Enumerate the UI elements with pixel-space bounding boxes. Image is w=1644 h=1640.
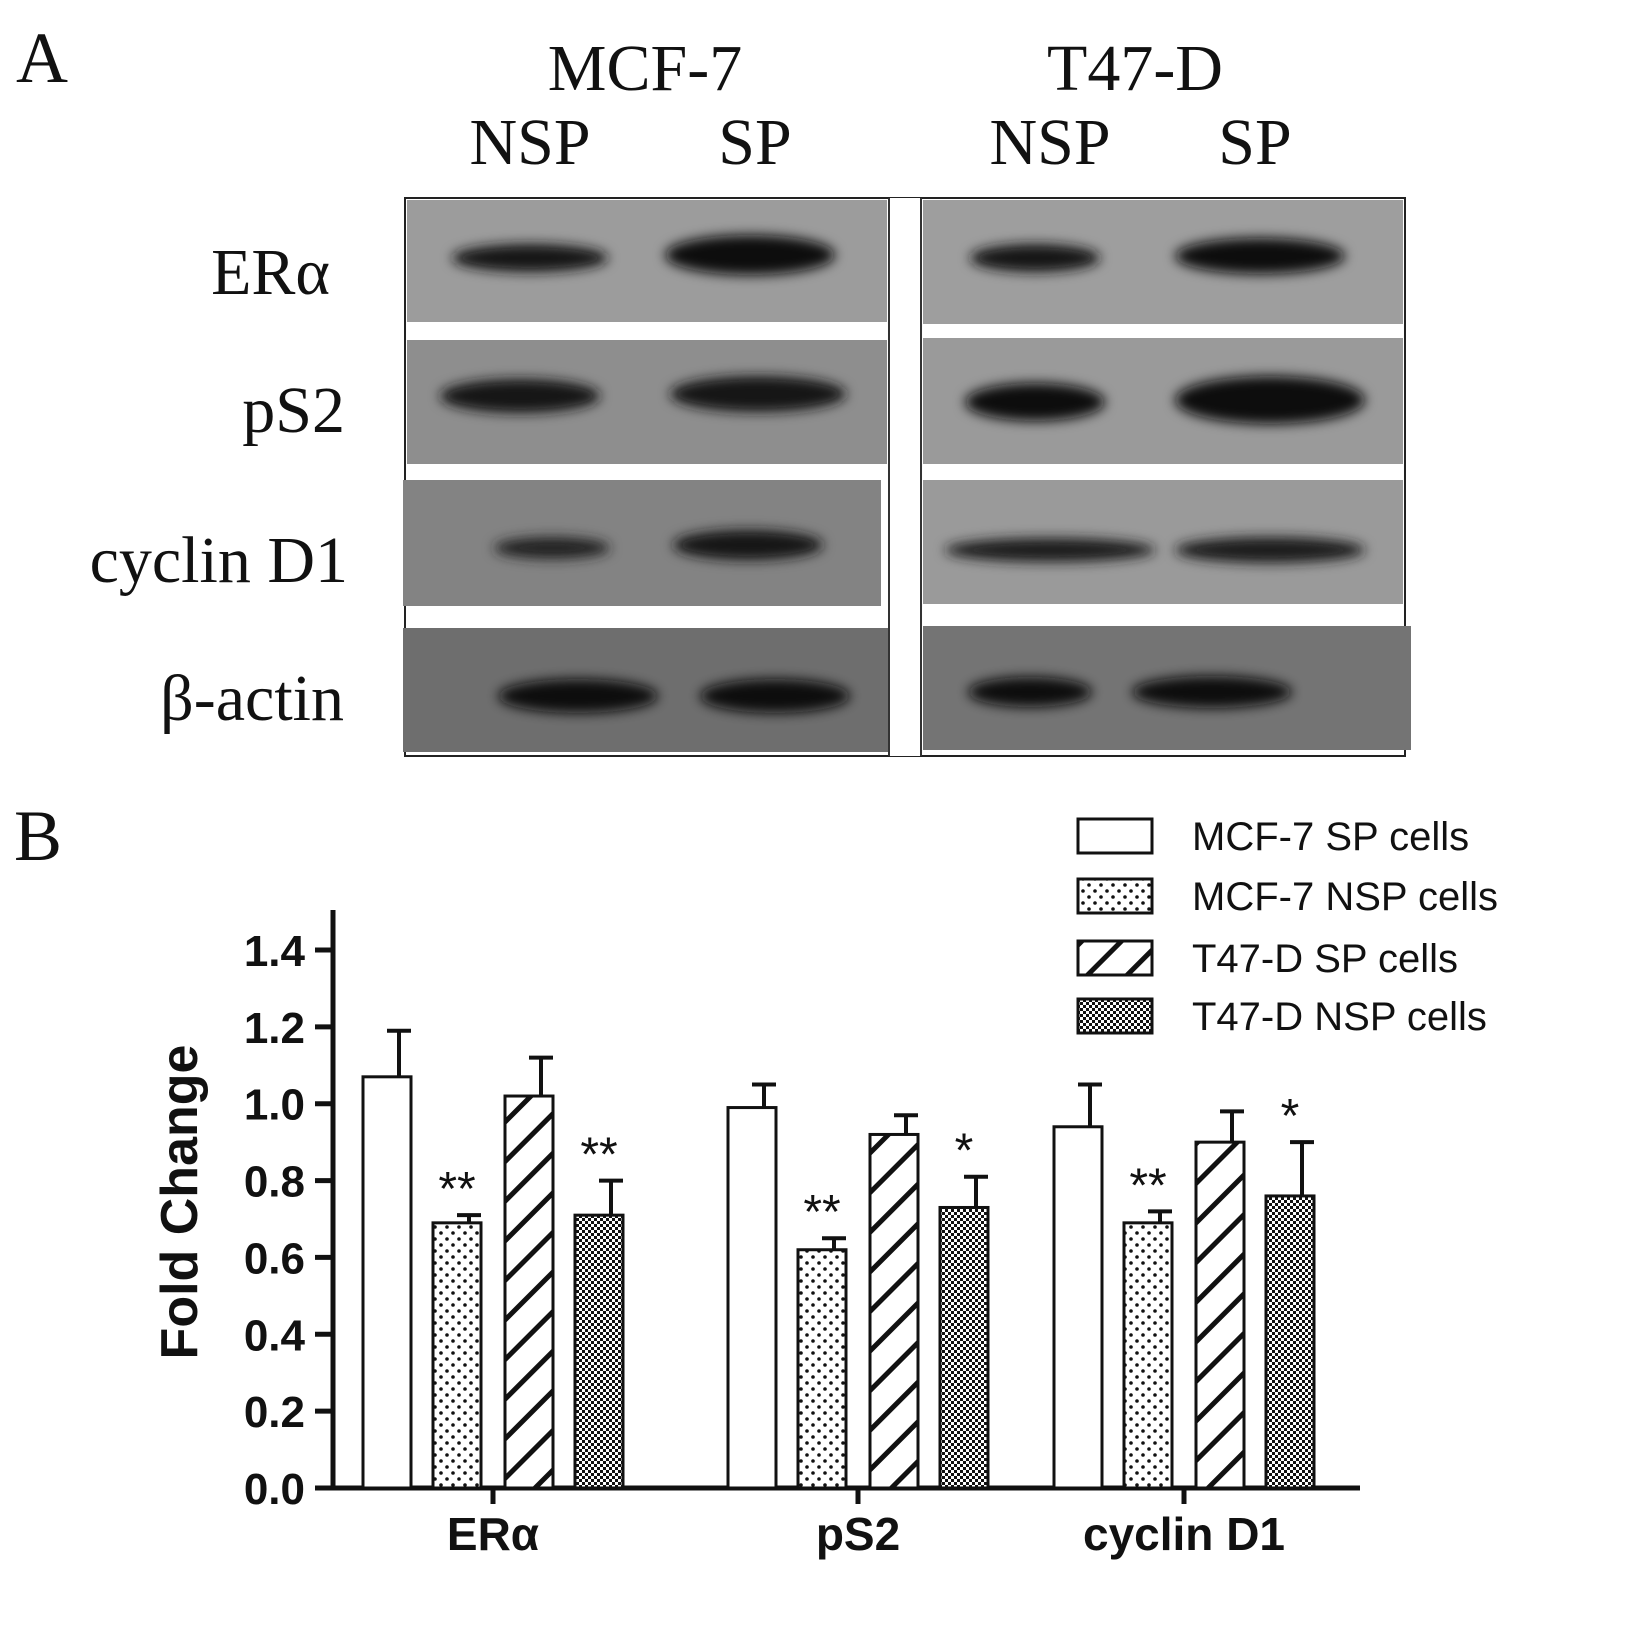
- significance-marker: **: [438, 1163, 475, 1216]
- legend-label: MCF-7 NSP cells: [1192, 875, 1498, 919]
- bar-check: [573, 1213, 625, 1490]
- significance-marker: *: [1281, 1090, 1300, 1143]
- panel-a-letter: A: [16, 18, 68, 98]
- bar-open: [361, 1075, 413, 1490]
- y-tick-label: 0.0: [244, 1465, 305, 1514]
- blot-strip-t47d-era: [923, 200, 1403, 324]
- lane-label-t47d-sp: SP: [1218, 106, 1292, 179]
- lane-label-t47d-nsp: NSP: [989, 106, 1111, 179]
- significance-marker: *: [955, 1125, 974, 1178]
- legend-label: T47-D NSP cells: [1192, 995, 1487, 1039]
- legend-swatch-open: [1076, 817, 1154, 855]
- bar-open: [726, 1106, 778, 1490]
- legend-label: T47-D SP cells: [1192, 937, 1458, 981]
- blot-strip-mcf7-actin: [403, 628, 889, 752]
- cell-line-label-t47d: T47-D: [1047, 32, 1223, 105]
- bar-check: [938, 1205, 990, 1490]
- protein-label-era: ERα: [211, 236, 330, 309]
- y-tick-label: 0.4: [244, 1311, 306, 1360]
- y-tick-label: 1.4: [244, 927, 306, 976]
- y-tick-label: 0.6: [244, 1234, 305, 1283]
- y-tick-label: 0.2: [244, 1388, 305, 1437]
- x-tick-label: ERα: [447, 1508, 539, 1560]
- protein-label-cyclin-d1: cyclin D1: [89, 524, 348, 597]
- bar-dots: [431, 1221, 483, 1490]
- y-tick-label: 0.8: [244, 1158, 305, 1207]
- legend-swatch-check: [1076, 997, 1154, 1035]
- legend-swatch-hatch: [1076, 939, 1154, 977]
- blot-strip-mcf7-cyclin: [403, 480, 881, 606]
- blot-strip-mcf7-era: [407, 200, 887, 322]
- blot-strip-mcf7-ps2: [407, 340, 887, 464]
- lane-label-mcf7-sp: SP: [718, 106, 792, 179]
- lane-label-mcf7-nsp: NSP: [469, 106, 591, 179]
- bar-hatch: [503, 1094, 555, 1490]
- bar-dots: [796, 1248, 848, 1490]
- x-tick-label: pS2: [816, 1508, 900, 1560]
- y-tick-label: 1.0: [244, 1081, 305, 1130]
- bar-open: [1052, 1125, 1104, 1490]
- significance-marker: **: [580, 1129, 617, 1182]
- blot-strip-t47d-ps2: [923, 338, 1403, 464]
- western-blot-image: [403, 197, 1411, 757]
- x-tick-label: cyclin D1: [1083, 1508, 1285, 1560]
- y-tick-label: 1.2: [244, 1004, 305, 1053]
- significance-marker: **: [1129, 1159, 1166, 1212]
- blot-strip-t47d-actin: [923, 626, 1411, 750]
- protein-label-beta-actin: β-actin: [160, 662, 344, 735]
- bar-hatch: [1194, 1140, 1246, 1490]
- legend-swatch-dots: [1076, 877, 1154, 915]
- cell-line-label-mcf7: MCF-7: [547, 32, 743, 105]
- bar-hatch: [868, 1132, 920, 1490]
- panel-b-letter: B: [14, 796, 63, 876]
- protein-label-ps2: pS2: [242, 374, 345, 447]
- bar-dots: [1122, 1221, 1174, 1490]
- blot-strip-t47d-cyclin: [923, 480, 1403, 604]
- significance-marker: **: [803, 1186, 840, 1239]
- legend-label: MCF-7 SP cells: [1192, 815, 1469, 859]
- y-axis-label: Fold Change: [151, 1045, 209, 1360]
- bar-check: [1264, 1194, 1316, 1490]
